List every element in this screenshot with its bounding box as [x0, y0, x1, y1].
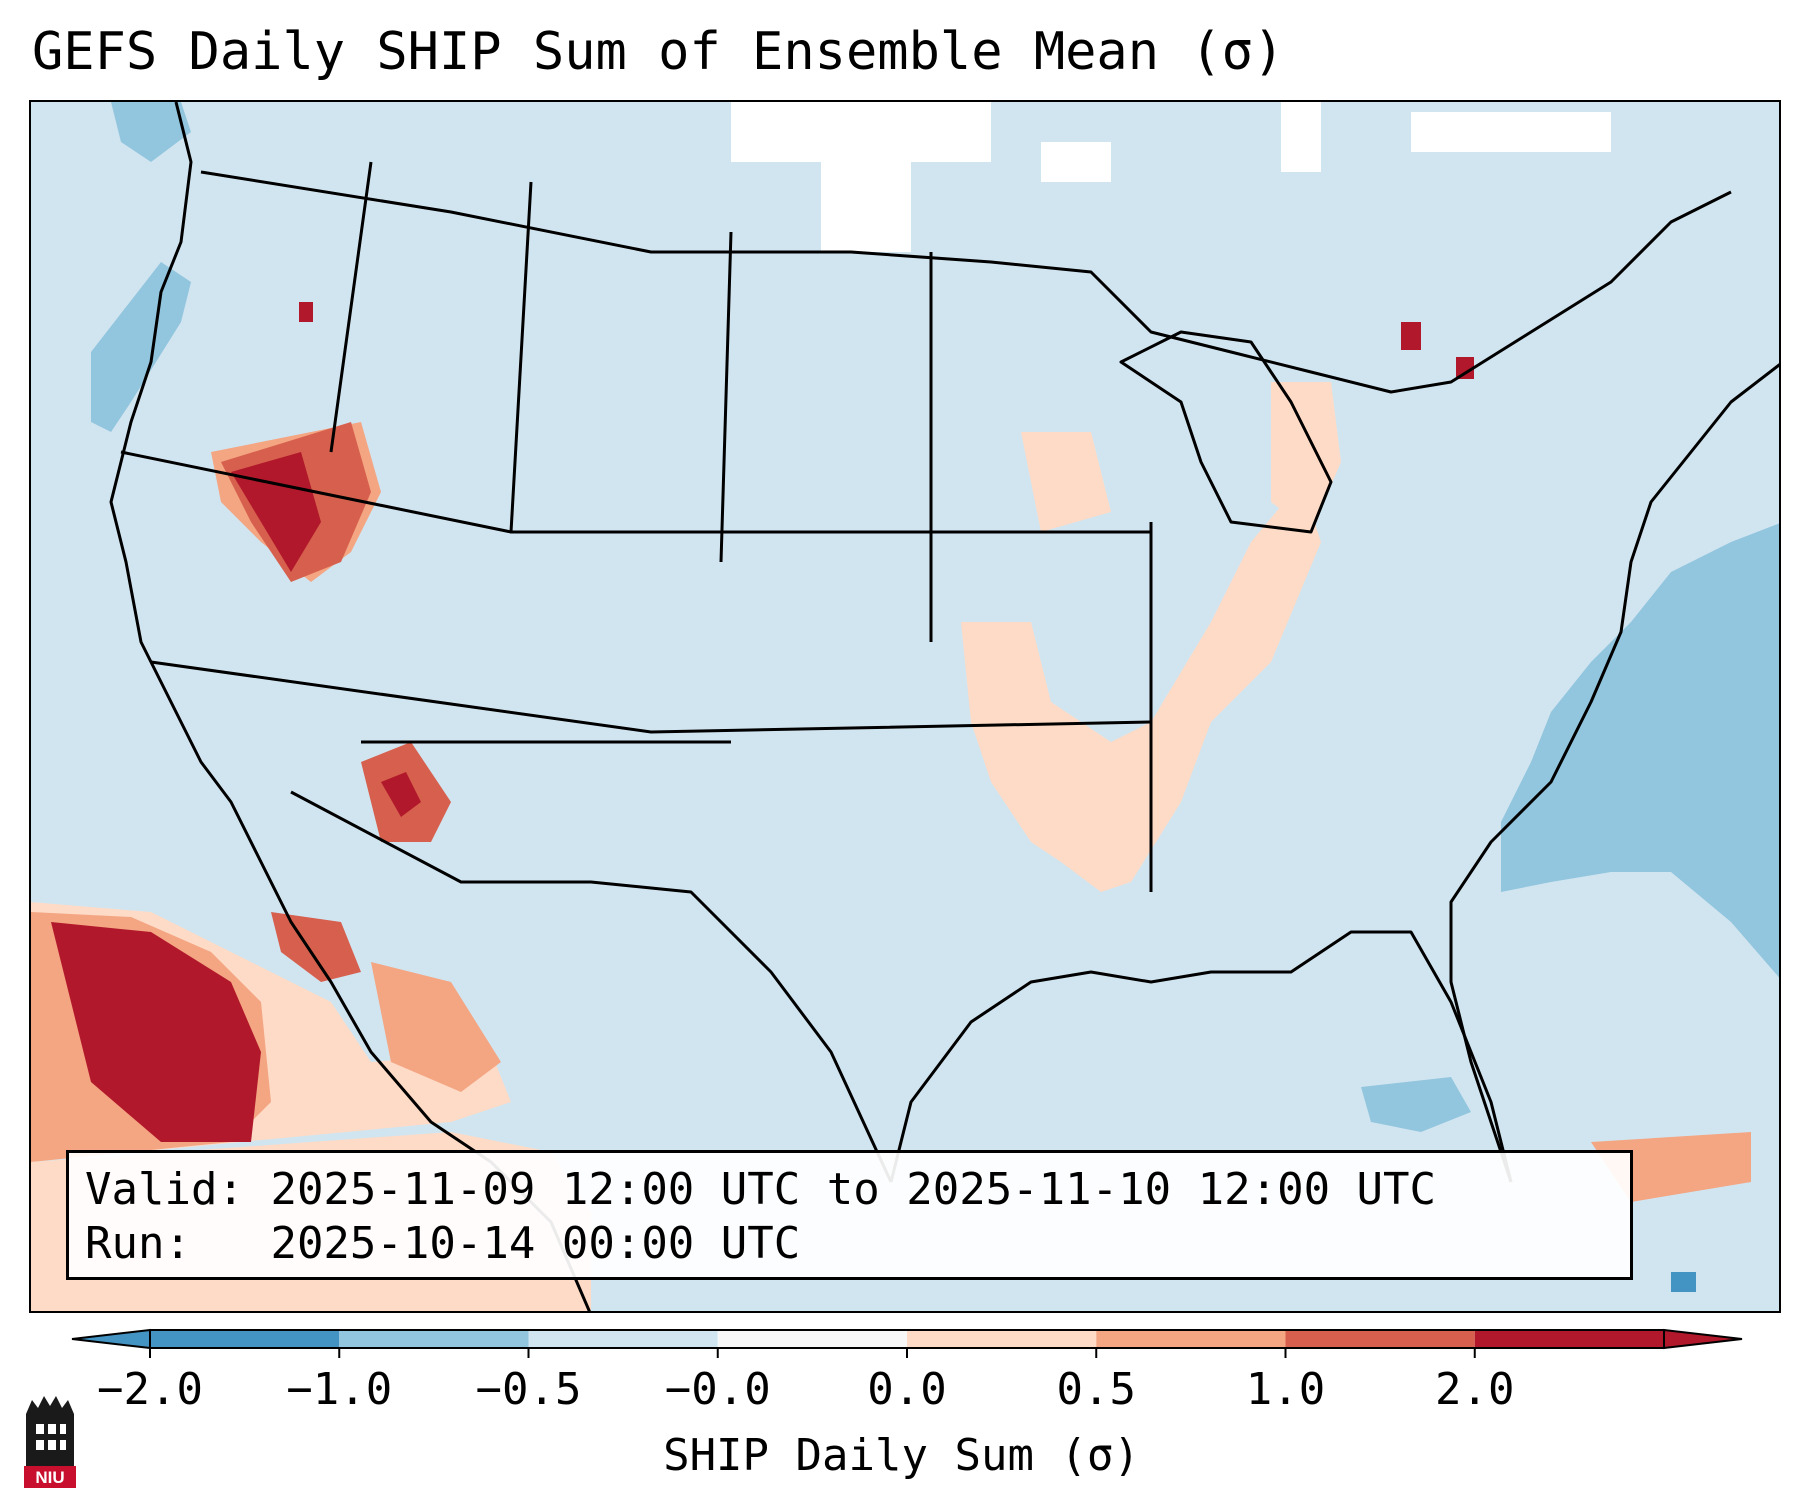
washington-very-high-cell [299, 302, 313, 322]
northern-plains-near-positive [1021, 432, 1111, 532]
pacific-sw-very-high [51, 922, 261, 1142]
us-mexico-border [290, 790, 893, 1183]
colorbar [71, 1328, 1743, 1358]
neutral-patch [1281, 102, 1321, 172]
colorbar-tick-label: 0.0 [867, 1364, 947, 1415]
ocean-anomaly-regions [91, 102, 1779, 1292]
valid-value: 2025-11-09 12:00 UTC to 2025-11-10 12:00… [270, 1164, 1437, 1215]
logo-windows [36, 1424, 66, 1450]
state-line-east-west [120, 450, 1152, 744]
michigan-near-positive [1271, 382, 1341, 532]
map-panel [29, 100, 1781, 1313]
atlantic-low-region [1501, 523, 1779, 978]
neutral-patch [1041, 142, 1111, 182]
gulf-coastline [889, 930, 1513, 1183]
pacific-nw-low-region [91, 262, 191, 432]
colorbar-segment [150, 1330, 340, 1348]
colorbar-segment [1096, 1330, 1286, 1348]
sw-desert-very-high [381, 772, 421, 817]
neutral-patch [731, 102, 991, 162]
canada-neutral-patches [731, 102, 1611, 252]
colorbar-segment [907, 1330, 1097, 1348]
run-label: Run: [85, 1218, 191, 1269]
logo-text: NIU [35, 1468, 64, 1487]
colorbar-tick-label: −1.0 [286, 1364, 393, 1415]
colorbar-segment [339, 1330, 529, 1348]
valid-label: Valid: [85, 1164, 244, 1215]
chart-title: GEFS Daily SHIP Sum of Ensemble Mean (σ) [32, 22, 1285, 82]
west-coastline [109, 102, 591, 1311]
mexico-moderate [371, 962, 501, 1092]
validity-info-box: Valid: 2025-11-09 12:00 UTC to 2025-11-1… [66, 1150, 1633, 1280]
colorbar-label: SHIP Daily Sum (σ) [663, 1430, 1140, 1481]
caribbean-very-low-cell [1671, 1272, 1696, 1292]
colorbar-tick-label: −0.0 [664, 1364, 771, 1415]
colorbar-tick-label: 1.0 [1245, 1364, 1326, 1415]
colorbar-segment [528, 1330, 718, 1348]
gulf-low-region [1361, 1077, 1471, 1132]
quebec-very-high-cell [1456, 357, 1474, 379]
mississippi-valley-near-positive [961, 482, 1321, 892]
west-nv-very-high [231, 452, 321, 572]
us-canada-border [200, 170, 1732, 394]
colorbar-min-arrow [71, 1328, 151, 1350]
great-lakes-outline [1119, 330, 1333, 534]
colorbar-segment [717, 1330, 907, 1348]
logo-banner [24, 1466, 76, 1488]
neutral-patch [821, 162, 911, 252]
map-outlines [109, 102, 1779, 1311]
neutral-patch [1411, 112, 1611, 152]
colorbar-segment [1474, 1330, 1664, 1348]
east-coastline [1449, 363, 1779, 1183]
run-value: 2025-10-14 00:00 UTC [270, 1218, 801, 1269]
colorbar-tick-label: 2.0 [1435, 1364, 1515, 1415]
quebec-very-high-cell [1401, 322, 1421, 350]
colorbar-tick-label: −2.0 [97, 1364, 203, 1415]
niu-logo-icon: NIU [24, 1396, 76, 1488]
colorbar-segment [1285, 1330, 1475, 1348]
pacific-north-low-region [111, 102, 191, 162]
colorbar-max-arrow [1663, 1328, 1743, 1350]
state-line-north-south [329, 161, 1153, 892]
colorbar-tick-label: −0.5 [475, 1364, 582, 1415]
map-canvas [31, 102, 1779, 1311]
colorbar-tick-label: 0.5 [1056, 1364, 1136, 1415]
baja-high [271, 912, 361, 982]
